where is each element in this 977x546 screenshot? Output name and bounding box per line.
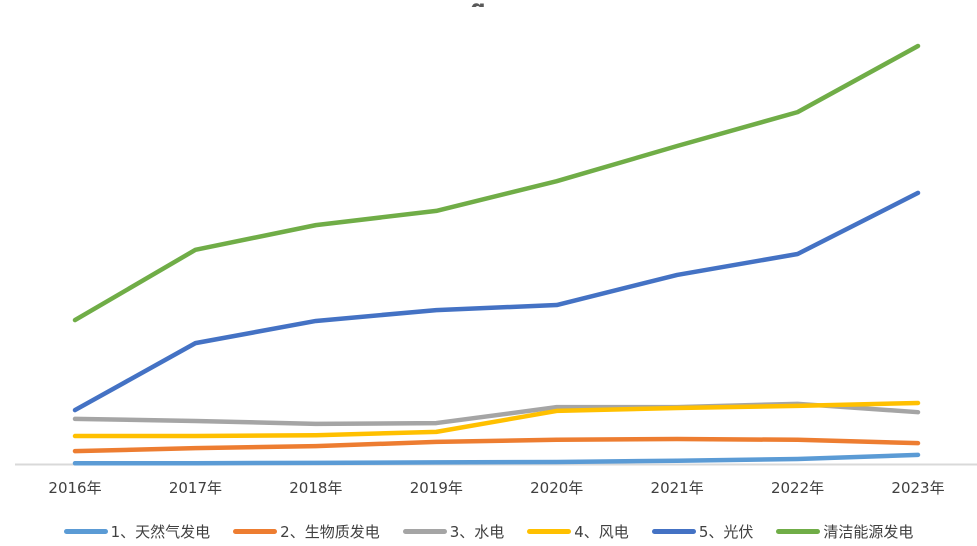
clipped-title-text: g (470, 0, 485, 7)
legend-item-hydro: 3、水电 (402, 521, 505, 542)
series-group (72, 43, 921, 466)
x-axis-label: 2022年 (770, 479, 825, 497)
x-axis-label: 2021年 (650, 479, 704, 497)
x-axis-label: 2016年 (48, 479, 102, 497)
x-axis-label: 2019年 (409, 479, 463, 497)
legend-item-natural-gas: 1、天然气发电 (63, 521, 211, 542)
legend-label: 4、风电 (574, 523, 629, 541)
legend: 1、天然气发电 2、生物质发电 3、水电 4、风电 5、光伏 清洁能源发电 (0, 521, 977, 542)
legend-item-solar-pv: 5、光伏 (651, 521, 754, 542)
legend-swatch-biomass (233, 529, 278, 534)
legend-item-wind: 4、风电 (527, 521, 629, 542)
legend-item-biomass: 2、生物质发电 (233, 521, 380, 542)
legend-swatch-hydro (402, 529, 447, 534)
x-axis-label: 2017年 (168, 479, 223, 497)
legend-label: 1、天然气发电 (110, 523, 211, 541)
legend-item-clean-energy: 清洁能源发电 (776, 521, 913, 542)
legend-swatch-solar-pv (651, 529, 696, 534)
x-axis-label: 2018年 (289, 479, 343, 497)
series-line-solar-pv (72, 190, 921, 413)
legend-label: 5、光伏 (698, 523, 754, 541)
legend-label: 清洁能源发电 (823, 523, 914, 541)
series-line-natural-gas (72, 452, 921, 466)
legend-swatch-clean-energy (776, 529, 821, 534)
legend-label: 3、水电 (449, 523, 505, 541)
x-axis-label: 2023年 (891, 479, 945, 497)
clipped-title: g (454, 0, 502, 7)
x-axis-label: 2020年 (530, 479, 584, 497)
legend-label: 2、生物质发电 (280, 523, 380, 541)
legend-swatch-natural-gas (63, 529, 108, 534)
series-line-clean-energy (72, 43, 921, 323)
legend-swatch-wind (527, 529, 572, 534)
series-line-biomass (72, 436, 921, 454)
series-line-wind (72, 400, 921, 439)
